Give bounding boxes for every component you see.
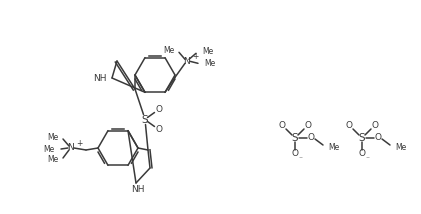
Text: O: O — [291, 150, 298, 159]
Text: NH: NH — [93, 73, 107, 83]
Text: O: O — [346, 120, 352, 129]
Text: Me: Me — [44, 144, 55, 153]
Text: Me: Me — [202, 47, 213, 56]
Text: Me: Me — [47, 156, 58, 165]
Text: S: S — [359, 133, 365, 143]
Text: O: O — [304, 120, 312, 129]
Text: O: O — [359, 150, 365, 159]
Text: O: O — [155, 105, 162, 114]
Text: N: N — [68, 144, 75, 153]
Text: N: N — [184, 57, 190, 66]
Text: Me: Me — [395, 144, 406, 153]
Text: ⁻: ⁻ — [365, 155, 369, 163]
Text: S: S — [141, 114, 148, 125]
Text: O: O — [375, 134, 381, 143]
Text: O: O — [371, 120, 378, 129]
Text: NH: NH — [131, 184, 145, 193]
Text: Me: Me — [47, 132, 58, 141]
Text: +: + — [192, 52, 198, 61]
Text: +: + — [76, 138, 83, 147]
Text: O: O — [307, 134, 314, 143]
Text: Me: Me — [204, 59, 215, 68]
Text: ⁻: ⁻ — [298, 155, 302, 163]
Text: Me: Me — [164, 46, 175, 55]
Text: O: O — [155, 125, 162, 134]
Text: Me: Me — [328, 144, 339, 153]
Text: O: O — [279, 120, 285, 129]
Text: S: S — [292, 133, 298, 143]
